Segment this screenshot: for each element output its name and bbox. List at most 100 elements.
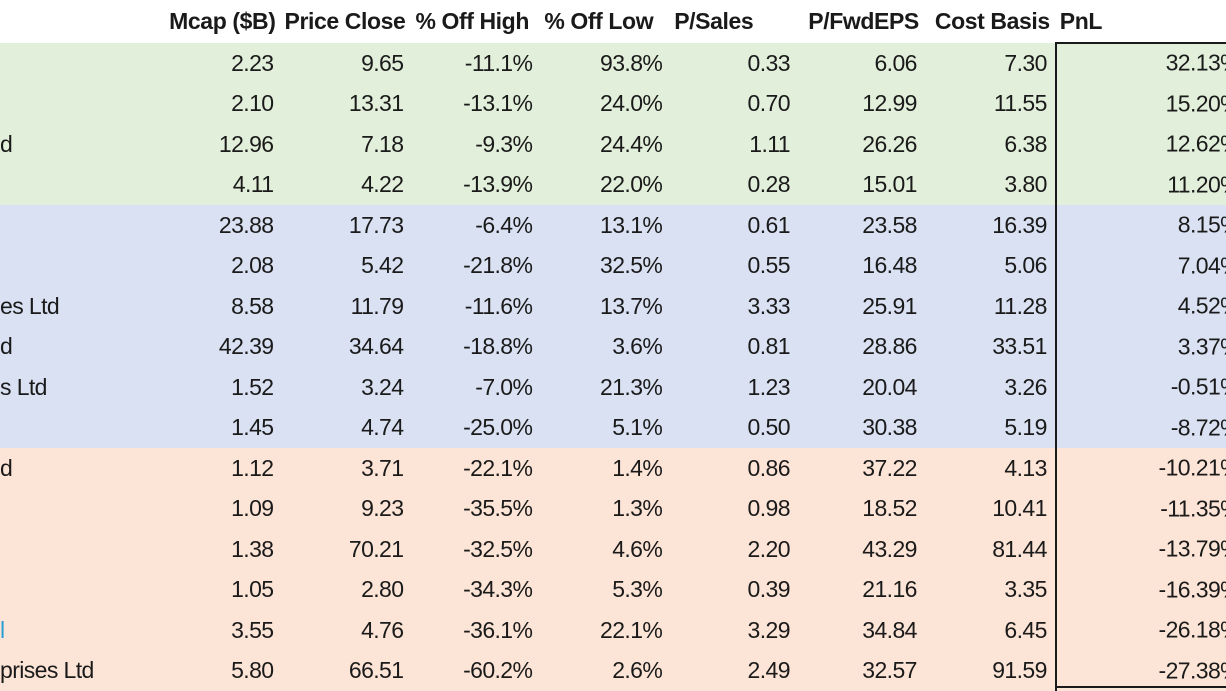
off-high-cell[interactable]: -11.1% — [411, 43, 540, 84]
company-name-cell[interactable] — [0, 84, 150, 125]
company-name-cell[interactable]: s Ltd — [0, 367, 150, 408]
mcap-cell[interactable]: 42.39 — [150, 327, 282, 368]
pnl-cell[interactable]: 4.52% — [1056, 286, 1226, 327]
p-sales-cell[interactable]: 0.70 — [670, 84, 798, 125]
cost-basis-cell[interactable]: 16.39 — [925, 205, 1056, 246]
cost-basis-cell[interactable]: 10.41 — [925, 489, 1056, 530]
pnl-cell[interactable]: -26.18% — [1056, 610, 1226, 651]
price-close-cell[interactable]: 9.65 — [281, 43, 411, 84]
mcap-cell[interactable]: 5.80 — [150, 651, 282, 691]
price-close-cell[interactable]: 5.42 — [281, 246, 411, 287]
mcap-cell[interactable]: 1.52 — [150, 367, 282, 408]
off-low-cell[interactable]: 22.0% — [540, 165, 670, 206]
off-low-cell[interactable]: 1.3% — [540, 489, 670, 530]
price-close-cell[interactable]: 17.73 — [281, 205, 411, 246]
company-name-cell[interactable] — [0, 529, 150, 570]
price-close-cell[interactable]: 34.64 — [281, 327, 411, 368]
mcap-cell[interactable]: 2.08 — [150, 246, 282, 287]
off-low-cell[interactable]: 32.5% — [540, 246, 670, 287]
cost-basis-cell[interactable]: 3.80 — [925, 165, 1056, 206]
header-cost-basis[interactable]: Cost Basis — [925, 0, 1056, 43]
p-fwdeps-cell[interactable]: 32.57 — [798, 651, 925, 691]
off-low-cell[interactable]: 1.4% — [540, 448, 670, 489]
off-high-cell[interactable]: -34.3% — [411, 570, 540, 611]
pnl-cell[interactable]: 12.62% — [1056, 124, 1226, 165]
pnl-cell[interactable]: 8.15% — [1056, 205, 1226, 246]
p-sales-cell[interactable]: 1.23 — [670, 367, 798, 408]
p-fwdeps-cell[interactable]: 28.86 — [798, 327, 925, 368]
price-close-cell[interactable]: 4.76 — [281, 610, 411, 651]
header-mcap[interactable]: Mcap ($B) — [150, 0, 282, 43]
pnl-cell[interactable]: 11.20% — [1056, 165, 1226, 206]
p-sales-cell[interactable]: 1.11 — [670, 124, 798, 165]
header-off-high[interactable]: % Off High — [411, 0, 540, 43]
p-fwdeps-cell[interactable]: 20.04 — [798, 367, 925, 408]
price-close-cell[interactable]: 13.31 — [281, 84, 411, 125]
cost-basis-cell[interactable]: 91.59 — [925, 651, 1056, 691]
p-sales-cell[interactable]: 0.39 — [670, 570, 798, 611]
company-name-cell[interactable]: d — [0, 124, 150, 165]
pnl-cell[interactable]: -27.38% — [1056, 651, 1226, 691]
p-fwdeps-cell[interactable]: 15.01 — [798, 165, 925, 206]
company-name-cell[interactable] — [0, 570, 150, 611]
off-low-cell[interactable]: 93.8% — [540, 43, 670, 84]
p-sales-cell[interactable]: 2.49 — [670, 651, 798, 691]
price-close-cell[interactable]: 11.79 — [281, 286, 411, 327]
off-high-cell[interactable]: -11.6% — [411, 286, 540, 327]
off-high-cell[interactable]: -22.1% — [411, 448, 540, 489]
p-sales-cell[interactable]: 0.81 — [670, 327, 798, 368]
p-fwdeps-cell[interactable]: 23.58 — [798, 205, 925, 246]
mcap-cell[interactable]: 1.05 — [150, 570, 282, 611]
off-high-cell[interactable]: -18.8% — [411, 327, 540, 368]
cost-basis-cell[interactable]: 3.26 — [925, 367, 1056, 408]
off-high-cell[interactable]: -32.5% — [411, 529, 540, 570]
p-fwdeps-cell[interactable]: 34.84 — [798, 610, 925, 651]
price-close-cell[interactable]: 9.23 — [281, 489, 411, 530]
company-name-cell[interactable] — [0, 408, 150, 449]
p-fwdeps-cell[interactable]: 18.52 — [798, 489, 925, 530]
p-fwdeps-cell[interactable]: 12.99 — [798, 84, 925, 125]
mcap-cell[interactable]: 2.10 — [150, 84, 282, 125]
off-high-cell[interactable]: -35.5% — [411, 489, 540, 530]
off-high-cell[interactable]: -25.0% — [411, 408, 540, 449]
header-off-low[interactable]: % Off Low — [540, 0, 670, 43]
off-high-cell[interactable]: -13.9% — [411, 165, 540, 206]
p-sales-cell[interactable]: 0.61 — [670, 205, 798, 246]
off-high-cell[interactable]: -6.4% — [411, 205, 540, 246]
p-fwdeps-cell[interactable]: 25.91 — [798, 286, 925, 327]
company-name-cell[interactable]: d — [0, 327, 150, 368]
header-p-sales[interactable]: P/Sales — [670, 0, 798, 43]
company-name-cell[interactable] — [0, 246, 150, 287]
price-close-cell[interactable]: 4.74 — [281, 408, 411, 449]
pnl-cell[interactable]: 32.13% — [1056, 43, 1226, 84]
price-close-cell[interactable]: 3.24 — [281, 367, 411, 408]
p-sales-cell[interactable]: 0.33 — [670, 43, 798, 84]
mcap-cell[interactable]: 12.96 — [150, 124, 282, 165]
price-close-cell[interactable]: 3.71 — [281, 448, 411, 489]
mcap-cell[interactable]: 1.38 — [150, 529, 282, 570]
header-pnl[interactable]: PnL — [1056, 0, 1226, 43]
cost-basis-cell[interactable]: 3.35 — [925, 570, 1056, 611]
mcap-cell[interactable]: 1.12 — [150, 448, 282, 489]
cost-basis-cell[interactable]: 4.13 — [925, 448, 1056, 489]
cost-basis-cell[interactable]: 11.28 — [925, 286, 1056, 327]
p-fwdeps-cell[interactable]: 6.06 — [798, 43, 925, 84]
pnl-cell[interactable]: -11.35% — [1056, 489, 1226, 530]
off-low-cell[interactable]: 5.3% — [540, 570, 670, 611]
company-name-cell[interactable] — [0, 489, 150, 530]
cost-basis-cell[interactable]: 7.30 — [925, 43, 1056, 84]
p-sales-cell[interactable]: 0.98 — [670, 489, 798, 530]
pnl-cell[interactable]: -8.72% — [1056, 408, 1226, 449]
p-sales-cell[interactable]: 0.55 — [670, 246, 798, 287]
pnl-cell[interactable]: -16.39% — [1056, 570, 1226, 611]
off-high-cell[interactable]: -36.1% — [411, 610, 540, 651]
pnl-cell[interactable]: -13.79% — [1056, 529, 1226, 570]
price-close-cell[interactable]: 4.22 — [281, 165, 411, 206]
p-sales-cell[interactable]: 0.28 — [670, 165, 798, 206]
company-name-cell[interactable]: es Ltd — [0, 286, 150, 327]
company-name-cell[interactable] — [0, 165, 150, 206]
p-sales-cell[interactable]: 0.86 — [670, 448, 798, 489]
p-fwdeps-cell[interactable]: 16.48 — [798, 246, 925, 287]
off-high-cell[interactable]: -9.3% — [411, 124, 540, 165]
company-name-link[interactable]: l — [0, 610, 150, 651]
